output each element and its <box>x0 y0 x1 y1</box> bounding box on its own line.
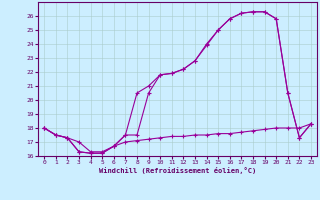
X-axis label: Windchill (Refroidissement éolien,°C): Windchill (Refroidissement éolien,°C) <box>99 167 256 174</box>
